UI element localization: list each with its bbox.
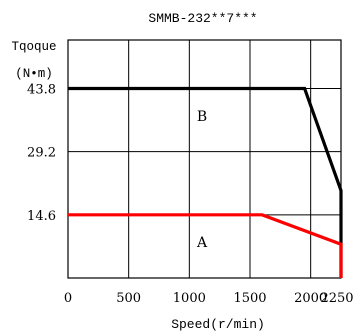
curve-label-b: B (197, 109, 207, 125)
plot-frame (67, 39, 342, 279)
x-axis-label: Speed(r/min) (171, 317, 265, 332)
x-tick-label: 2250 (320, 291, 353, 306)
plot-border (67, 39, 342, 279)
x-tick-label: 1000 (173, 291, 206, 306)
chart-title: SMMB-232**7*** (148, 11, 257, 26)
y-axis-unit: (N•m) (15, 67, 53, 81)
y-tick-label: 43.8 (27, 82, 56, 97)
y-tick-label: 29.2 (27, 146, 56, 161)
x-tick-label: 0 (64, 291, 72, 306)
y-tick-label: 14.6 (27, 209, 56, 224)
y-tick-labels: 43.8 29.2 14.6 (27, 82, 56, 223)
series-line-a (68, 213, 343, 278)
x-tick-label: 500 (116, 291, 141, 306)
series-line-b (68, 86, 343, 278)
series-lines (68, 86, 343, 278)
curve-label-a: A (196, 235, 208, 251)
x-tick-label: 1500 (233, 291, 266, 306)
x-tick-label: 2000 (294, 291, 327, 306)
y-axis-label: Tqoque (11, 40, 56, 54)
